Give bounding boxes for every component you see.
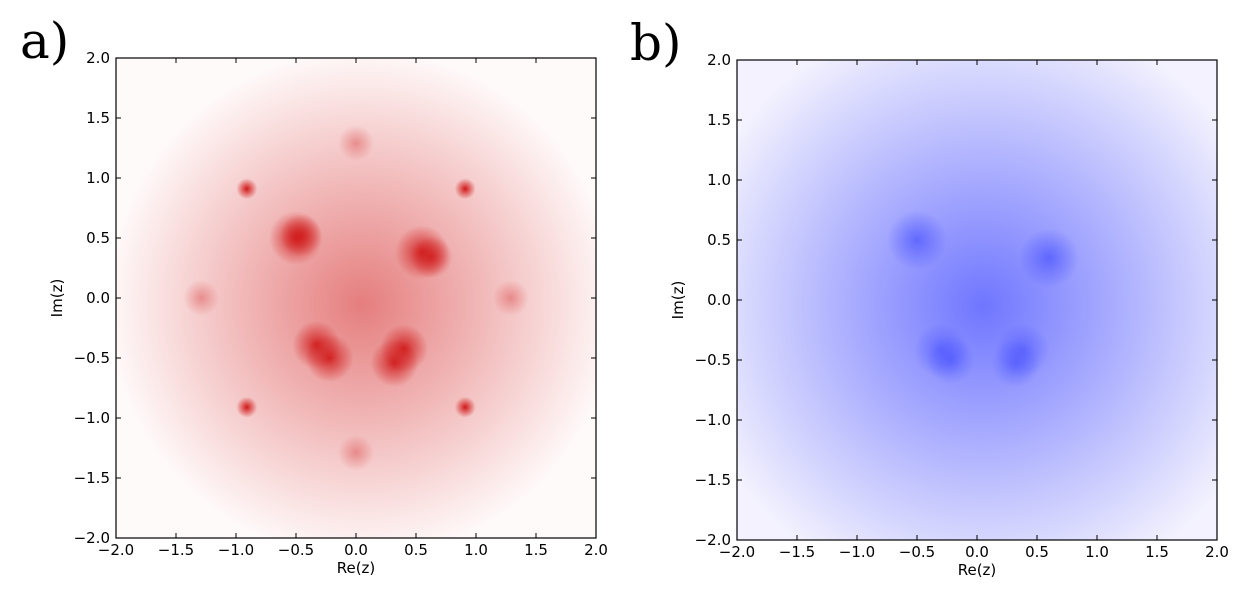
heatmap-b-y-tick-label: 1.5 bbox=[707, 111, 731, 129]
heatmap-a-hotspot-15 bbox=[492, 280, 529, 316]
heatmap-a-x-tick-label: 1.0 bbox=[464, 541, 488, 559]
heatmap-a-y-tick-label: 1.5 bbox=[86, 109, 110, 127]
heatmap-a-x-tick-label: 1.5 bbox=[524, 541, 548, 559]
heatmap-a-x-tick-label: −2.0 bbox=[98, 541, 134, 559]
heatmap-a-hotspot-1 bbox=[279, 214, 322, 257]
heatmap-a-plot-area: −2.0 −1.5 −1.0 −0.5 0.0 0.5 1.0 1.5 2.0 −2.0 −1.5 −… bbox=[74, 49, 608, 559]
heatmap-b-plot-area: −2.0 −1.5 −1.0 −0.5 0.0 0.5 1.0 1.5 2.0 −2.0 −1.5 −… bbox=[695, 51, 1229, 561]
heatmap-a-halo bbox=[116, 58, 596, 538]
heatmap-a-y-tick-label: −1.0 bbox=[74, 409, 110, 427]
heatmap-b-x-tick-label: 1.0 bbox=[1085, 543, 1109, 561]
panel-a: a) −2.0 −1.5 −1.0 −0.5 0.0 0.5 1.0 1.5 2.0 −2.0 −1… bbox=[20, 12, 608, 577]
heatmap-b-y-tick-label: 0.5 bbox=[707, 231, 731, 249]
heatmap-b-y-axis-label: Im(z) bbox=[669, 281, 687, 320]
heatmap-b-hotspot-3 bbox=[926, 336, 975, 384]
heatmap-a-hotspot-8 bbox=[236, 178, 258, 200]
heatmap-b-x-tick-label: 1.5 bbox=[1145, 543, 1169, 561]
heatmap-a-hotspot-7 bbox=[370, 338, 419, 387]
heatmap-a-x-tick-label: 0.5 bbox=[404, 541, 428, 559]
heatmap-b-y-tick-label: −2.0 bbox=[695, 531, 731, 549]
panel-b-label: b) bbox=[630, 14, 682, 72]
heatmap-a-hotspot-11 bbox=[454, 396, 476, 418]
heatmap-a-y-tick-label: −1.5 bbox=[74, 469, 110, 487]
heatmap-b-x-tick-label: −0.5 bbox=[899, 543, 935, 561]
heatmap-b-hotspot-0 bbox=[887, 210, 947, 270]
panel-a-label: a) bbox=[20, 12, 69, 70]
heatmap-b-y-tick-label: −1.5 bbox=[695, 471, 731, 489]
heatmap-a-hotspot-13 bbox=[338, 434, 374, 471]
heatmap-a-hotspot-14 bbox=[183, 280, 220, 316]
heatmap-b-x-tick-label: 0.0 bbox=[965, 543, 989, 561]
heatmap-b-y-tick-label: −1.0 bbox=[695, 411, 731, 429]
heatmap-b-x-tick-label: 0.5 bbox=[1025, 543, 1049, 561]
heatmap-b-x-axis-label: Re(z) bbox=[958, 561, 997, 579]
heatmap-b-y-tick-label: 0.0 bbox=[707, 291, 731, 309]
heatmap-a-hotspot-5 bbox=[305, 334, 354, 382]
heatmap-a-hotspot-12 bbox=[338, 125, 374, 162]
heatmap-a-y-tick-label: 1.0 bbox=[86, 169, 110, 187]
heatmap-b-y-tick-label: 2.0 bbox=[707, 51, 731, 69]
heatmap-a-hotspot-3 bbox=[410, 236, 453, 279]
heatmap-b-x-tick-label: −2.0 bbox=[719, 543, 755, 561]
heatmap-a-x-axis-label: Re(z) bbox=[337, 559, 376, 577]
heatmap-a-x-tick-label: −1.0 bbox=[218, 541, 254, 559]
panel-b: b) −2.0 −1.5 −1.0 −0.5 0.0 0.5 1.0 1.5 2.0 −2.0 −1… bbox=[630, 14, 1229, 579]
heatmap-a-y-tick-label: −2.0 bbox=[74, 529, 110, 547]
heatmap-a-y-tick-label: 0.0 bbox=[86, 289, 110, 307]
heatmap-a-y-tick-label: 0.5 bbox=[86, 229, 110, 247]
heatmap-b-x-tick-label: 2.0 bbox=[1205, 543, 1229, 561]
heatmap-a-x-tick-label: −0.5 bbox=[278, 541, 314, 559]
heatmap-a-hotspot-10 bbox=[236, 396, 258, 418]
heatmap-b-hotspot-1 bbox=[1019, 228, 1079, 288]
heatmap-a-y-tick-label: 2.0 bbox=[86, 49, 110, 67]
heatmap-b-x-tick-label: −1.0 bbox=[839, 543, 875, 561]
heatmap-a-y-axis-label: Im(z) bbox=[48, 279, 66, 318]
heatmap-a-x-tick-label: −1.5 bbox=[158, 541, 194, 559]
heatmap-b-y-tick-label: −0.5 bbox=[695, 351, 731, 369]
heatmap-b-y-tick-label: 1.0 bbox=[707, 171, 731, 189]
heatmap-a-y-tick-label: −0.5 bbox=[74, 349, 110, 367]
heatmap-a-x-tick-label: 2.0 bbox=[584, 541, 608, 559]
heatmap-b-hotspot-5 bbox=[991, 339, 1040, 388]
heatmap-a-hotspot-9 bbox=[454, 178, 476, 200]
heatmap-a-x-tick-label: 0.0 bbox=[344, 541, 368, 559]
heatmap-b-halo bbox=[737, 60, 1217, 540]
heatmap-b-x-tick-label: −1.5 bbox=[779, 543, 815, 561]
